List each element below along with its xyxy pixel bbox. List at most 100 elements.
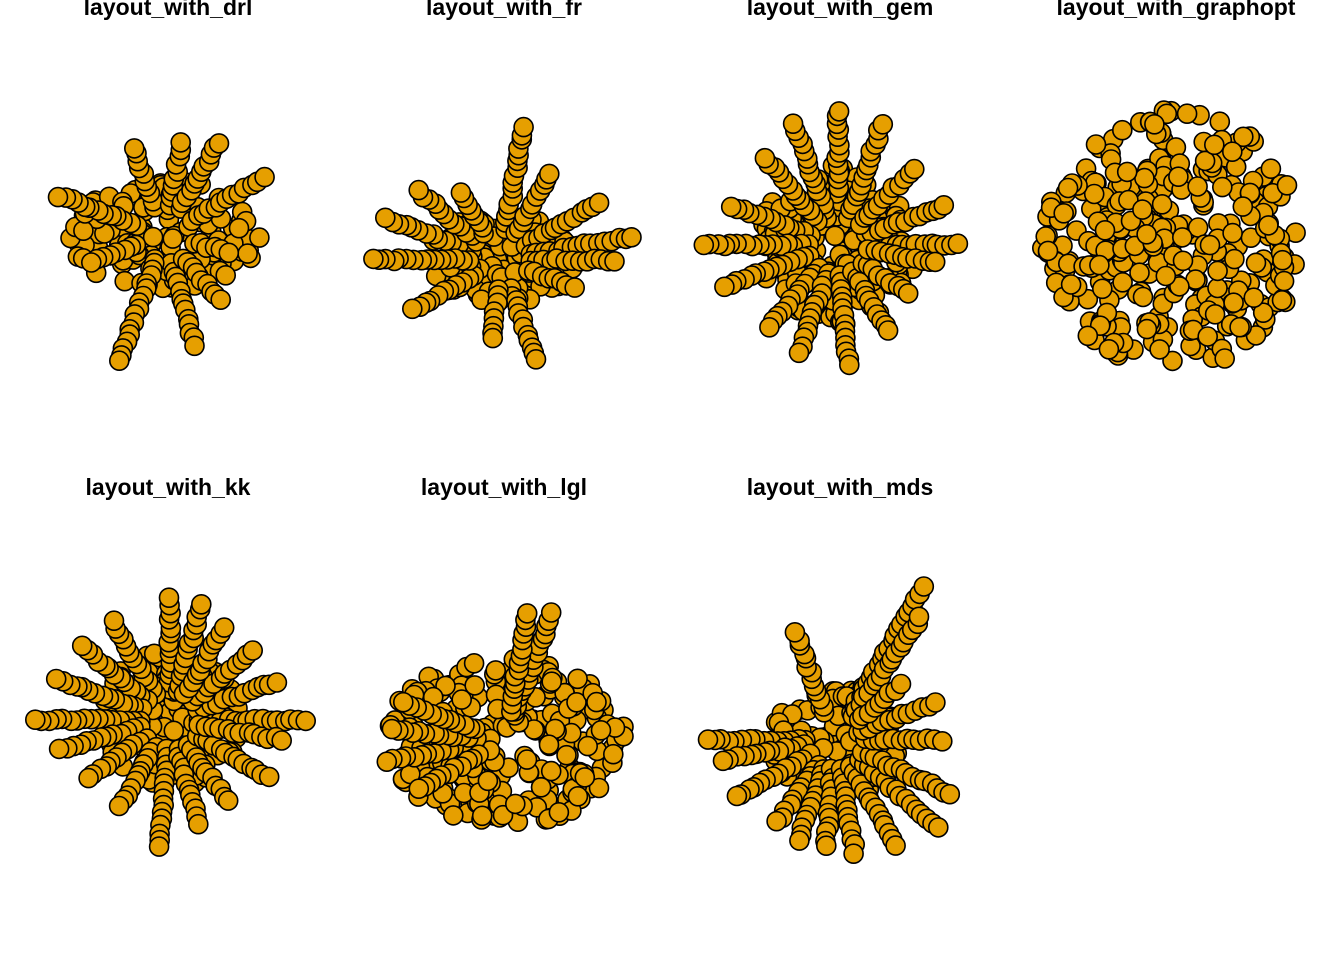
graph-node xyxy=(162,228,184,249)
graph-node xyxy=(81,252,102,273)
graph-node xyxy=(1077,325,1099,347)
graph-node xyxy=(1134,167,1155,189)
graph-node xyxy=(451,689,472,710)
graph-node xyxy=(78,767,99,789)
graph-node xyxy=(1272,249,1293,271)
panel-title: layout_with_gem xyxy=(746,0,934,20)
graph-node xyxy=(839,354,860,376)
graph-node xyxy=(213,617,235,638)
graph-node xyxy=(1144,114,1165,135)
graph-node xyxy=(927,817,949,838)
graph-node xyxy=(604,250,625,272)
graph-node xyxy=(505,793,526,815)
panel-title: layout_with_kk xyxy=(85,474,251,500)
graph-node xyxy=(1229,316,1250,338)
panel-layout-kk: layout_with_kk xyxy=(0,474,336,960)
graph-node xyxy=(939,783,961,805)
graph-node xyxy=(590,720,612,741)
graph-node xyxy=(24,709,46,730)
graph-node xyxy=(1053,203,1075,224)
graph-node xyxy=(540,602,562,623)
graph-node xyxy=(872,114,894,135)
graph-node xyxy=(218,242,240,264)
graph-node xyxy=(828,101,850,122)
graph-node xyxy=(913,576,935,597)
graph-node xyxy=(254,166,275,188)
graph-node xyxy=(463,653,485,674)
graph-node xyxy=(1118,189,1139,211)
graph-node xyxy=(754,147,776,169)
graph-node xyxy=(142,226,164,248)
graph-node xyxy=(242,640,263,661)
graph-node xyxy=(1204,303,1226,325)
graph-node xyxy=(1089,254,1110,276)
graph-node xyxy=(789,830,810,851)
graph-node xyxy=(530,776,552,798)
graph-node xyxy=(471,805,493,827)
graph-node xyxy=(158,587,180,608)
graph-node xyxy=(548,801,570,823)
graph-node xyxy=(393,691,414,713)
graph-node xyxy=(374,207,396,229)
graph-node xyxy=(1112,119,1133,141)
graph-node xyxy=(602,743,624,765)
graph-node xyxy=(1169,276,1190,297)
graph-node xyxy=(697,729,719,750)
graph-node xyxy=(540,760,562,782)
graph-node xyxy=(516,749,538,770)
graph-node xyxy=(114,270,135,292)
network-plot xyxy=(363,116,642,370)
graph-node xyxy=(538,734,560,756)
graph-node xyxy=(103,610,125,631)
graph-node xyxy=(947,233,969,254)
network-plot xyxy=(24,587,317,857)
graph-node xyxy=(885,835,906,856)
graph-node xyxy=(1116,161,1138,183)
graph-node xyxy=(588,777,610,799)
graph-node xyxy=(73,220,94,241)
graph-node xyxy=(148,836,170,857)
graph-node xyxy=(188,813,209,835)
graph-node xyxy=(163,720,185,742)
graph-node xyxy=(1132,199,1153,220)
graph-node xyxy=(564,277,585,298)
graph-node xyxy=(1037,240,1059,262)
graph-node xyxy=(1245,252,1267,274)
graph-node xyxy=(1212,176,1233,198)
graph-node xyxy=(237,243,258,264)
graph-node xyxy=(1224,248,1245,270)
graph-node xyxy=(249,227,270,248)
graph-node xyxy=(210,289,231,311)
graph-node xyxy=(1112,271,1133,293)
graph-node xyxy=(1207,277,1228,299)
graph-node xyxy=(1273,270,1295,292)
graph-node xyxy=(482,327,504,349)
graph-node xyxy=(217,790,239,811)
graph-node xyxy=(464,675,485,696)
graph-node xyxy=(408,778,430,800)
graph-node xyxy=(450,182,472,203)
graph-node xyxy=(1197,326,1218,347)
panel-title: layout_with_graphopt xyxy=(1056,0,1296,20)
graph-node xyxy=(1187,176,1208,197)
graph-node xyxy=(228,217,250,239)
panel-layout-lgl: layout_with_lgl xyxy=(336,474,672,960)
graph-node xyxy=(108,795,130,817)
graph-node xyxy=(714,276,735,298)
graph-node xyxy=(485,660,506,681)
graph-node xyxy=(1207,260,1228,282)
graph-node xyxy=(1258,215,1279,236)
graph-node xyxy=(1085,134,1107,155)
panel-layout-drl: layout_with_drl xyxy=(0,0,336,480)
graph-node xyxy=(1168,166,1189,187)
graph-node xyxy=(890,673,912,695)
graph-node xyxy=(1243,287,1265,309)
graph-node xyxy=(1155,265,1177,287)
graph-node xyxy=(933,195,955,216)
graph-node xyxy=(1098,338,1120,360)
graph-node xyxy=(759,316,780,338)
graph-node xyxy=(1252,302,1274,324)
graph-node xyxy=(556,744,577,766)
graph-node xyxy=(1176,103,1198,124)
graph-node xyxy=(525,348,547,370)
